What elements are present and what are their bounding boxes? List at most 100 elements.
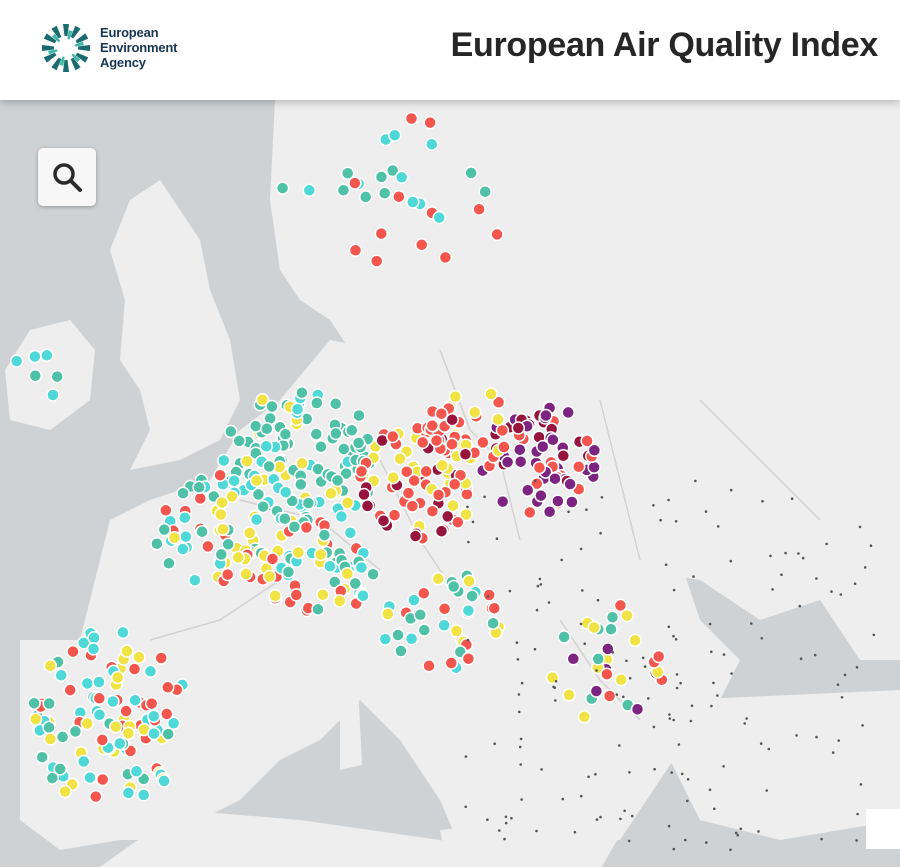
station-marker[interactable]	[58, 784, 72, 799]
station-marker[interactable]	[162, 556, 176, 571]
station-marker[interactable]	[262, 459, 276, 474]
station-marker[interactable]	[352, 408, 366, 423]
station-marker[interactable]	[413, 608, 428, 622]
station-marker[interactable]	[565, 495, 579, 509]
station-marker[interactable]	[121, 726, 136, 741]
station-marker[interactable]	[224, 424, 238, 439]
station-marker[interactable]	[54, 668, 68, 682]
station-marker[interactable]	[534, 488, 548, 503]
station-marker[interactable]	[376, 513, 391, 528]
station-marker[interactable]	[408, 529, 423, 543]
station-marker[interactable]	[55, 730, 70, 744]
station-marker[interactable]	[144, 696, 159, 711]
station-marker[interactable]	[374, 170, 389, 184]
station-marker[interactable]	[268, 589, 282, 603]
station-marker[interactable]	[478, 184, 492, 199]
station-marker[interactable]	[391, 628, 405, 642]
station-marker[interactable]	[423, 115, 437, 130]
station-marker[interactable]	[128, 693, 142, 707]
station-marker[interactable]	[447, 477, 462, 492]
station-marker[interactable]	[109, 719, 123, 734]
station-marker[interactable]	[290, 402, 305, 416]
station-marker[interactable]	[201, 539, 215, 554]
station-marker[interactable]	[43, 732, 58, 746]
station-marker[interactable]	[161, 680, 175, 695]
station-marker[interactable]	[587, 460, 601, 475]
station-marker[interactable]	[392, 189, 406, 204]
station-marker[interactable]	[385, 163, 400, 178]
station-marker[interactable]	[251, 487, 266, 502]
station-marker[interactable]	[348, 176, 362, 190]
station-marker[interactable]	[563, 477, 577, 491]
station-marker[interactable]	[328, 397, 343, 411]
station-marker[interactable]	[435, 458, 450, 473]
station-marker[interactable]	[601, 642, 615, 656]
station-marker[interactable]	[348, 243, 363, 258]
station-marker[interactable]	[356, 588, 370, 603]
station-marker[interactable]	[491, 412, 505, 427]
station-marker[interactable]	[393, 452, 407, 466]
station-marker[interactable]	[539, 408, 553, 423]
station-marker[interactable]	[628, 633, 642, 648]
station-marker[interactable]	[159, 503, 173, 518]
station-marker[interactable]	[9, 354, 24, 368]
station-marker[interactable]	[188, 573, 202, 587]
station-marker[interactable]	[53, 762, 67, 776]
station-marker[interactable]	[445, 412, 459, 427]
station-marker[interactable]	[221, 537, 235, 552]
station-marker[interactable]	[451, 515, 465, 529]
station-marker[interactable]	[387, 128, 402, 142]
station-marker[interactable]	[179, 529, 193, 544]
station-marker[interactable]	[275, 181, 290, 195]
station-marker[interactable]	[92, 691, 107, 706]
station-marker[interactable]	[444, 656, 459, 670]
station-marker[interactable]	[523, 505, 537, 520]
station-marker[interactable]	[262, 569, 277, 584]
station-marker[interactable]	[440, 509, 455, 524]
station-marker[interactable]	[484, 387, 498, 401]
station-marker[interactable]	[154, 651, 168, 665]
station-marker[interactable]	[176, 542, 190, 556]
station-marker[interactable]	[309, 427, 324, 441]
station-marker[interactable]	[50, 369, 64, 384]
station-marker[interactable]	[340, 567, 355, 581]
station-marker[interactable]	[76, 754, 91, 769]
station-marker[interactable]	[214, 547, 229, 562]
station-marker[interactable]	[265, 552, 280, 566]
station-marker[interactable]	[35, 750, 49, 764]
station-marker[interactable]	[513, 454, 528, 469]
station-marker[interactable]	[500, 455, 515, 469]
station-marker[interactable]	[614, 672, 628, 687]
station-marker[interactable]	[231, 550, 245, 565]
station-marker[interactable]	[630, 702, 645, 716]
station-marker[interactable]	[467, 405, 482, 420]
station-marker[interactable]	[429, 433, 444, 448]
station-marker[interactable]	[511, 421, 526, 435]
station-marker[interactable]	[600, 667, 614, 681]
station-marker[interactable]	[495, 494, 510, 509]
station-marker[interactable]	[542, 505, 557, 519]
station-marker[interactable]	[404, 111, 419, 126]
station-marker[interactable]	[281, 565, 296, 579]
station-marker[interactable]	[404, 631, 419, 646]
station-marker[interactable]	[160, 707, 174, 721]
station-marker[interactable]	[157, 522, 172, 537]
station-marker[interactable]	[249, 512, 264, 527]
station-marker[interactable]	[195, 524, 209, 539]
station-marker[interactable]	[651, 649, 666, 664]
station-marker[interactable]	[354, 464, 369, 479]
search-button[interactable]	[38, 148, 96, 206]
station-marker[interactable]	[242, 526, 257, 540]
station-marker[interactable]	[551, 494, 565, 508]
station-marker[interactable]	[340, 496, 355, 510]
station-marker[interactable]	[432, 210, 446, 225]
station-marker[interactable]	[129, 764, 144, 779]
station-marker[interactable]	[337, 442, 351, 456]
station-marker[interactable]	[45, 771, 60, 785]
station-marker[interactable]	[491, 395, 506, 410]
station-marker[interactable]	[357, 487, 371, 502]
station-marker[interactable]	[214, 507, 228, 522]
station-marker[interactable]	[255, 393, 270, 407]
station-marker[interactable]	[46, 388, 60, 402]
station-marker[interactable]	[132, 650, 146, 664]
